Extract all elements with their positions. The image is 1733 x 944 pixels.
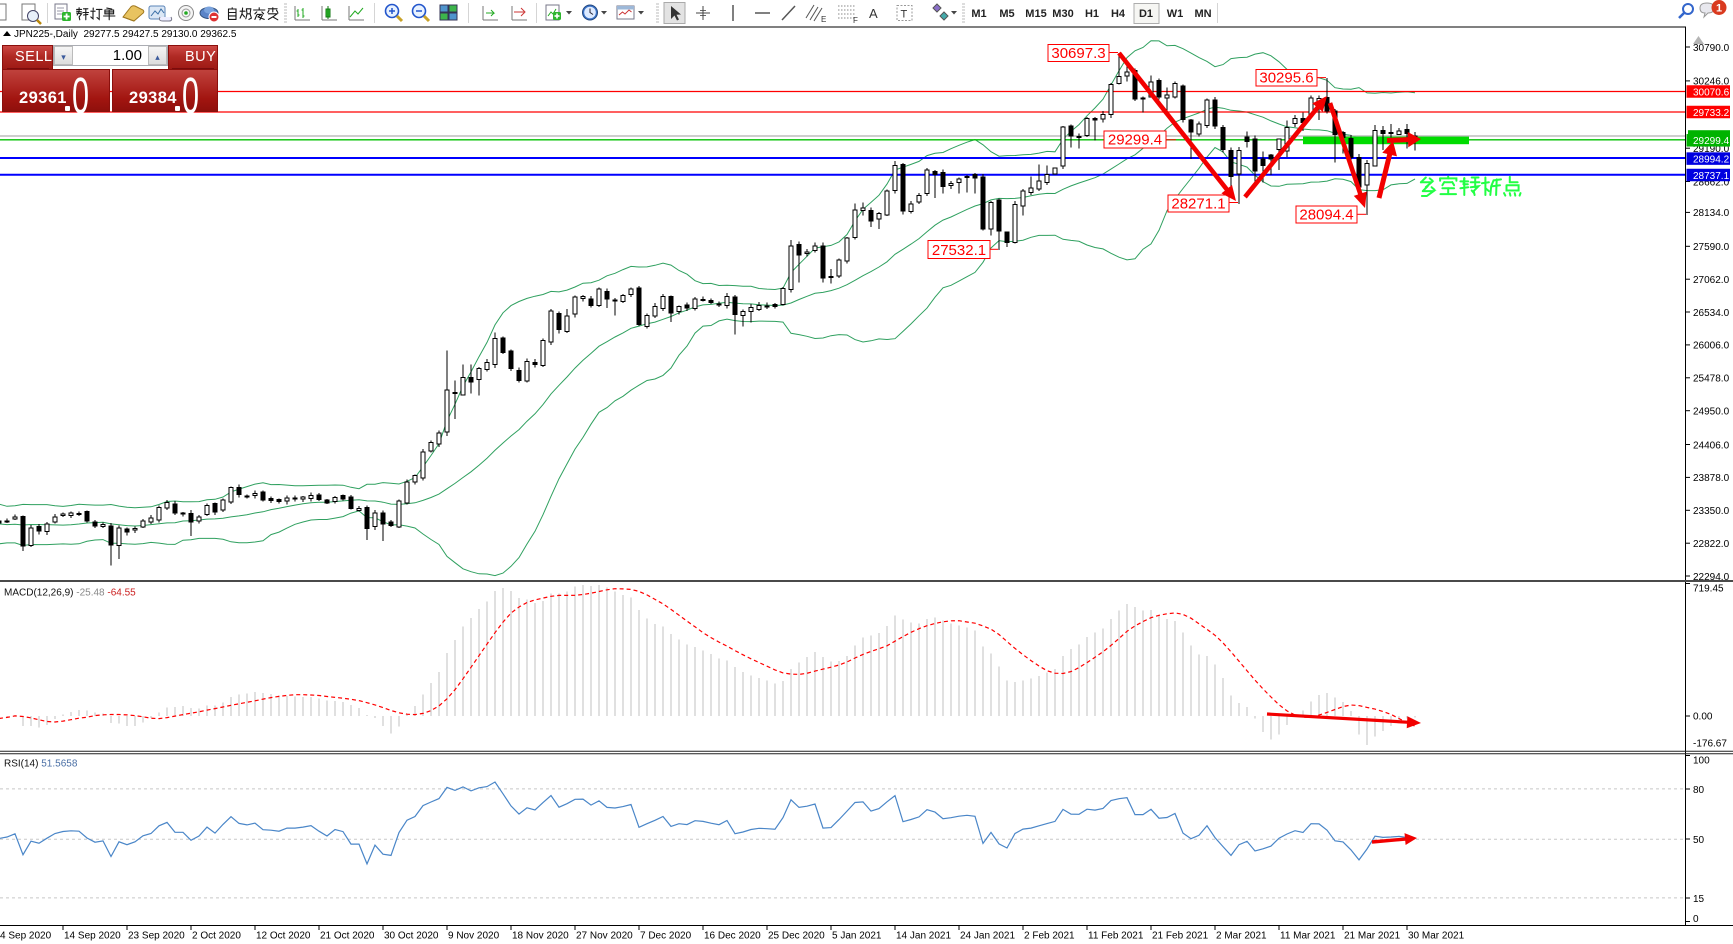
svg-text:2 Feb 2021: 2 Feb 2021 <box>1024 931 1075 942</box>
svg-text:21 Oct 2020: 21 Oct 2020 <box>320 931 375 942</box>
svg-text:1: 1 <box>1716 3 1722 15</box>
svg-text:28994.2: 28994.2 <box>1693 154 1730 165</box>
svg-text:M30: M30 <box>1052 8 1073 20</box>
svg-text:28737.1: 28737.1 <box>1693 171 1730 182</box>
svg-text:28094.4: 28094.4 <box>1299 207 1353 224</box>
svg-text:2 Oct 2020: 2 Oct 2020 <box>192 931 241 942</box>
svg-text:M1: M1 <box>971 8 986 20</box>
svg-text:30790.0: 30790.0 <box>1693 43 1730 54</box>
svg-text:30295.6: 30295.6 <box>1259 70 1313 87</box>
svg-text:18 Nov 2020: 18 Nov 2020 <box>512 931 569 942</box>
svg-text:4 Sep 2020: 4 Sep 2020 <box>0 931 52 942</box>
svg-text:29733.2: 29733.2 <box>1693 108 1730 119</box>
svg-text:24 Jan 2021: 24 Jan 2021 <box>960 931 1015 942</box>
svg-text:25478.0: 25478.0 <box>1693 374 1730 385</box>
svg-text:22294.0: 22294.0 <box>1693 572 1730 583</box>
svg-text:23350.0: 23350.0 <box>1693 506 1730 517</box>
svg-text:29299.4: 29299.4 <box>1108 132 1162 149</box>
svg-text:30 Oct 2020: 30 Oct 2020 <box>384 931 439 942</box>
svg-text:30070.6: 30070.6 <box>1693 87 1730 98</box>
svg-text:27532.1: 27532.1 <box>932 242 986 259</box>
svg-text:A: A <box>869 6 878 21</box>
svg-text:29299.4: 29299.4 <box>1693 136 1730 147</box>
svg-text:100: 100 <box>1693 756 1710 767</box>
svg-text:24406.0: 24406.0 <box>1693 440 1730 451</box>
svg-text:E: E <box>821 15 826 24</box>
svg-text:H1: H1 <box>1085 8 1099 20</box>
svg-text:15: 15 <box>1693 894 1705 905</box>
svg-text:7 Dec 2020: 7 Dec 2020 <box>640 931 692 942</box>
svg-text:14 Sep 2020: 14 Sep 2020 <box>64 931 121 942</box>
svg-text:23 Sep 2020: 23 Sep 2020 <box>128 931 185 942</box>
svg-text:24950.0: 24950.0 <box>1693 407 1730 418</box>
svg-text:14 Jan 2021: 14 Jan 2021 <box>896 931 951 942</box>
svg-text:28271.1: 28271.1 <box>1171 196 1225 213</box>
svg-text:9 Nov 2020: 9 Nov 2020 <box>448 931 500 942</box>
svg-text:RSI(14) 51.5658: RSI(14) 51.5658 <box>4 759 78 770</box>
svg-text:12 Oct 2020: 12 Oct 2020 <box>256 931 311 942</box>
svg-text:30697.3: 30697.3 <box>1051 45 1105 62</box>
svg-text:11 Mar 2021: 11 Mar 2021 <box>1280 931 1336 942</box>
svg-text:11 Feb 2021: 11 Feb 2021 <box>1088 931 1144 942</box>
svg-text:21 Feb 2021: 21 Feb 2021 <box>1152 931 1209 942</box>
svg-text:MN: MN <box>1194 8 1211 20</box>
svg-text:29190.0: 29190.0 <box>1693 144 1730 155</box>
svg-text:30 Mar 2021: 30 Mar 2021 <box>1408 931 1465 942</box>
svg-text:22822.0: 22822.0 <box>1693 539 1730 550</box>
svg-text:0: 0 <box>1693 914 1699 925</box>
svg-text:H4: H4 <box>1111 8 1126 20</box>
svg-text:T: T <box>901 9 908 21</box>
svg-text:50: 50 <box>1693 835 1705 846</box>
svg-text:-176.67: -176.67 <box>1693 739 1727 750</box>
svg-text:M5: M5 <box>999 8 1014 20</box>
svg-text:25 Dec 2020: 25 Dec 2020 <box>768 931 825 942</box>
svg-text:16 Dec 2020: 16 Dec 2020 <box>704 931 761 942</box>
svg-text:719.45: 719.45 <box>1693 584 1724 595</box>
svg-text:30246.0: 30246.0 <box>1693 77 1730 88</box>
svg-text:F: F <box>853 16 858 25</box>
svg-text:27 Nov 2020: 27 Nov 2020 <box>576 931 633 942</box>
svg-text:W1: W1 <box>1167 8 1184 20</box>
svg-text:MACD(12,26,9) -25.48 -64.55: MACD(12,26,9) -25.48 -64.55 <box>4 588 136 599</box>
svg-text:28134.0: 28134.0 <box>1693 208 1730 219</box>
svg-text:80: 80 <box>1693 785 1705 796</box>
svg-text:2 Mar 2021: 2 Mar 2021 <box>1216 931 1267 942</box>
svg-text:27062.0: 27062.0 <box>1693 275 1730 286</box>
svg-text:28662.0: 28662.0 <box>1693 177 1730 188</box>
svg-text:23878.0: 23878.0 <box>1693 473 1730 484</box>
svg-text:D1: D1 <box>1139 8 1153 20</box>
svg-text:5 Jan 2021: 5 Jan 2021 <box>832 931 882 942</box>
svg-text:M15: M15 <box>1025 8 1046 20</box>
svg-text:26534.0: 26534.0 <box>1693 308 1730 319</box>
svg-text:21 Mar 2021: 21 Mar 2021 <box>1344 931 1401 942</box>
svg-text:27590.0: 27590.0 <box>1693 242 1730 253</box>
svg-text:0.00: 0.00 <box>1693 712 1713 723</box>
svg-text:26006.0: 26006.0 <box>1693 341 1730 352</box>
